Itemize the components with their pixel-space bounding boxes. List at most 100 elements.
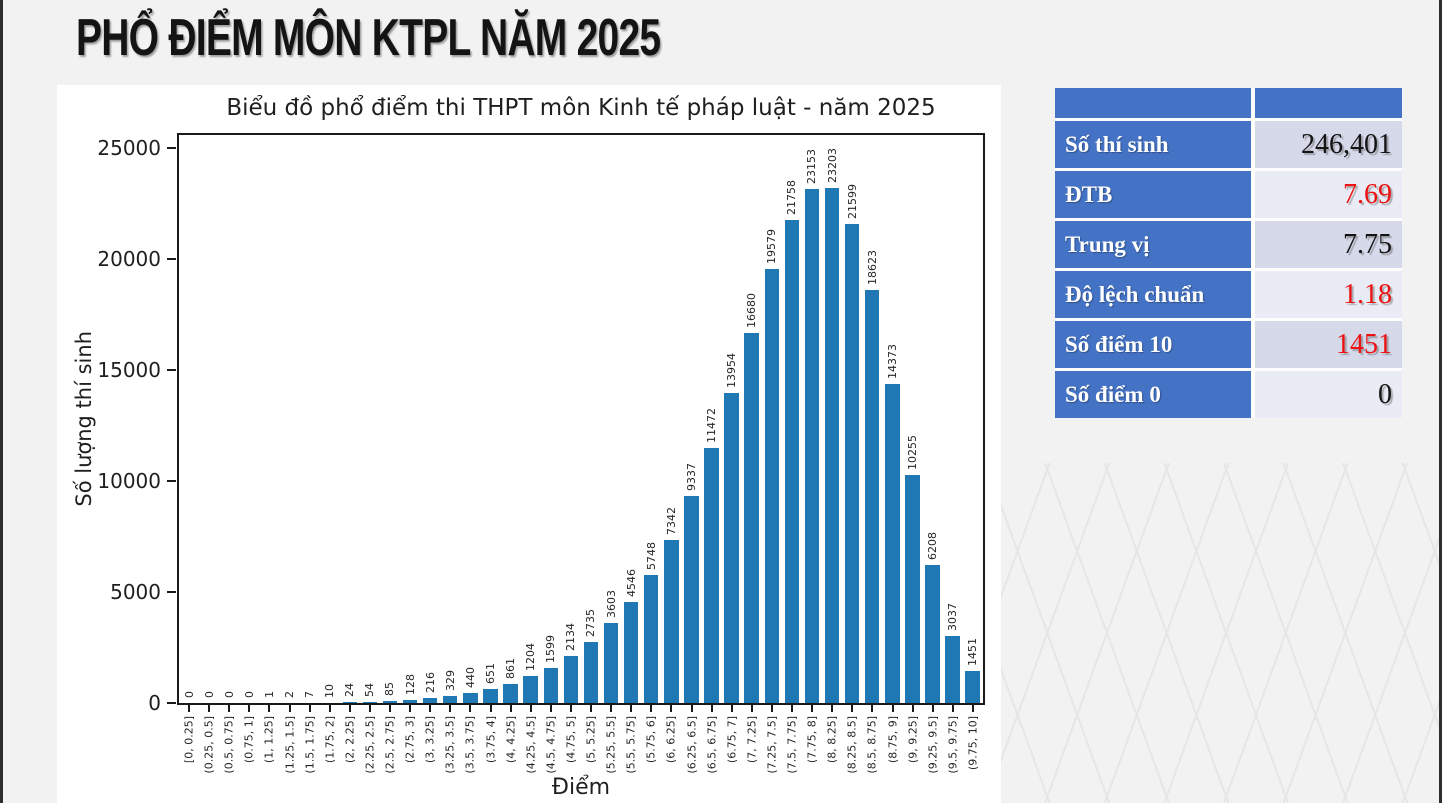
x-tick-label: (3.25, 3.5] bbox=[443, 716, 457, 774]
bar-value-label: 440 bbox=[463, 667, 477, 688]
bar-value-label: 0 bbox=[182, 691, 196, 698]
score-distribution-chart: Biểu đồ phổ điểm thi THPT môn Kinh tế ph… bbox=[57, 85, 1001, 803]
bar-value-label: 1 bbox=[262, 691, 276, 698]
x-tick-label: (3, 3.25] bbox=[423, 716, 437, 764]
bar-column: 14373 bbox=[882, 135, 902, 703]
x-tick-label: (0.25, 0.5] bbox=[202, 716, 216, 774]
x-tick-mark bbox=[208, 705, 211, 712]
bar-value-label: 7 bbox=[303, 691, 317, 698]
x-tick-label: (4.5, 4.75] bbox=[544, 716, 558, 774]
x-tick-label: (7.25, 7.5] bbox=[765, 716, 779, 774]
bar-column: 23153 bbox=[802, 135, 822, 703]
x-tick-mark bbox=[911, 705, 914, 712]
y-tick-label: 25000 bbox=[97, 136, 161, 161]
x-tick-mark bbox=[228, 705, 231, 712]
bar bbox=[523, 676, 538, 703]
x-tick-label: (8.75, 9] bbox=[886, 716, 900, 764]
x-tick-mark bbox=[248, 705, 251, 712]
bar-value-label: 10255 bbox=[905, 435, 919, 470]
page-title: PHỔ ĐIỂM MÔN KTPL NĂM 2025 bbox=[76, 9, 661, 67]
bar bbox=[704, 448, 719, 703]
x-tick-mark bbox=[509, 705, 512, 712]
x-tick-mark bbox=[770, 705, 773, 712]
bar bbox=[965, 671, 980, 703]
x-axis-label: Điểm bbox=[551, 775, 611, 800]
bar-column: 21758 bbox=[782, 135, 802, 703]
x-tick-mark bbox=[590, 705, 593, 712]
stats-header-label-cell bbox=[1055, 88, 1251, 118]
x-tick-label: (2, 2.25] bbox=[343, 716, 357, 764]
bar-column: 329 bbox=[440, 135, 460, 703]
background-grid-pattern bbox=[989, 463, 1439, 803]
x-tick-mark bbox=[670, 705, 673, 712]
bar-value-label: 1599 bbox=[544, 635, 558, 663]
bar bbox=[603, 623, 619, 703]
bar-column: 440 bbox=[460, 135, 480, 703]
bar bbox=[724, 393, 739, 703]
x-tick-label: (4.75, 5] bbox=[564, 716, 578, 764]
x-tick-mark bbox=[268, 705, 271, 712]
x-tick-mark bbox=[951, 705, 954, 712]
bar-column: 24 bbox=[340, 135, 360, 703]
bar-column: 23203 bbox=[822, 135, 842, 703]
bar-column: 10255 bbox=[902, 135, 922, 703]
x-tick-mark bbox=[971, 705, 974, 712]
bar bbox=[865, 290, 880, 703]
bar bbox=[543, 668, 558, 703]
x-tick-mark bbox=[569, 705, 572, 712]
bar-column: 1 bbox=[259, 135, 279, 703]
slide-right-border bbox=[1439, 0, 1442, 803]
bar-column: 0 bbox=[239, 135, 259, 703]
bar-value-label: 2 bbox=[283, 691, 297, 698]
bar-column: 861 bbox=[501, 135, 521, 703]
stat-label: ĐTB bbox=[1055, 171, 1251, 218]
x-tick-label: (9.75, 10] bbox=[966, 716, 980, 771]
slide-left-border bbox=[0, 0, 3, 803]
bar bbox=[885, 384, 900, 703]
bar-column: 1599 bbox=[541, 135, 561, 703]
bar-value-label: 23153 bbox=[805, 149, 819, 184]
bar-column: 651 bbox=[480, 135, 500, 703]
bar bbox=[463, 693, 478, 703]
bar bbox=[422, 698, 438, 703]
x-tick-label: (9, 9.25] bbox=[906, 716, 920, 764]
bar-value-label: 1204 bbox=[524, 643, 538, 671]
bar bbox=[362, 702, 378, 703]
bar-value-label: 11472 bbox=[704, 408, 718, 443]
stat-value: 7.75 bbox=[1255, 221, 1402, 268]
stat-label: Độ lệch chuẩn bbox=[1055, 271, 1251, 318]
x-tick-label: (4.25, 4.5] bbox=[524, 716, 538, 774]
x-tick-mark bbox=[449, 705, 452, 712]
x-tick-mark bbox=[871, 705, 874, 712]
bar-column: 21599 bbox=[842, 135, 862, 703]
bar bbox=[844, 224, 860, 703]
bar-value-label: 128 bbox=[403, 674, 417, 695]
x-tick-label: (3.75, 4] bbox=[484, 716, 498, 764]
x-tick-label: (4, 4.25] bbox=[504, 716, 518, 764]
bar bbox=[443, 696, 458, 703]
x-tick-label: (7.75, 8] bbox=[805, 716, 819, 764]
bar-column: 1451 bbox=[963, 135, 983, 703]
x-tick-mark bbox=[650, 705, 653, 712]
bar-value-label: 0 bbox=[222, 691, 236, 698]
stat-value: 246,401 bbox=[1255, 121, 1402, 168]
bar-value-label: 2735 bbox=[584, 609, 598, 637]
x-tick-label: (2.75, 3] bbox=[403, 716, 417, 764]
x-tick-mark bbox=[288, 705, 291, 712]
bar bbox=[483, 689, 498, 703]
x-tick-label: (8.25, 8.5] bbox=[845, 716, 859, 774]
bar-column: 7 bbox=[300, 135, 320, 703]
stat-value: 1451 bbox=[1255, 321, 1402, 368]
bar bbox=[342, 702, 358, 703]
x-tick-label: (8.5, 8.75] bbox=[865, 716, 879, 774]
bar bbox=[905, 475, 920, 703]
x-tick-mark bbox=[429, 705, 432, 712]
bar-column: 0 bbox=[179, 135, 199, 703]
y-tick-mark bbox=[167, 591, 176, 594]
bar-column: 4546 bbox=[621, 135, 641, 703]
x-tick-mark bbox=[489, 705, 492, 712]
bar-column: 128 bbox=[400, 135, 420, 703]
plot-area: 0 0 0 0 1 2 7 10 24 54 85 128 216 329 440 651 861 1204 159… bbox=[177, 133, 985, 705]
bar-column: 0 bbox=[199, 135, 219, 703]
bar-value-label: 18623 bbox=[865, 250, 879, 285]
